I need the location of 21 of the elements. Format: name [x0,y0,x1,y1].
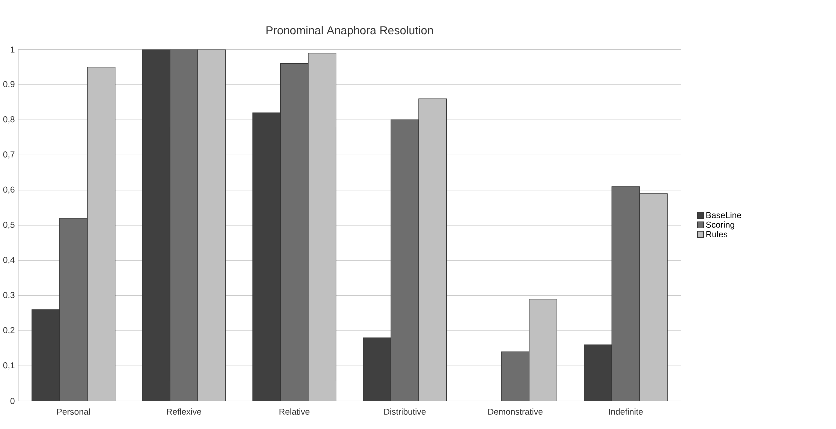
y-tick-label: 0,1 [4,362,15,370]
y-tick-label: 0,3 [4,292,15,300]
x-tick-label: Demonstrative [488,408,543,415]
legend-label: BaseLine [706,212,742,218]
legend-label: Rules [706,231,728,238]
y-tick-label: 0 [10,398,15,404]
y-tick-label: 0,2 [4,327,15,334]
y-tick-label: 0,8 [4,116,15,124]
x-tick-label: Personal [57,408,90,415]
y-tick-label: 1 [11,46,15,53]
x-tick-label: Distributive [384,408,426,415]
y-tick-label: 0,6 [4,186,15,194]
chart-title: Pronominal Anaphora Resolution [266,26,434,37]
y-tick-label: 0,5 [4,222,15,230]
y-tick-label: 0,9 [4,81,15,88]
legend-label: Scoring [706,222,735,230]
y-tick-label: 0,4 [4,257,15,264]
x-tick-label: Reflexive [167,408,202,415]
y-tick-label: 0,7 [4,152,15,159]
x-tick-label: Indefinite [609,408,644,415]
x-tick-label: Relative [280,408,310,415]
